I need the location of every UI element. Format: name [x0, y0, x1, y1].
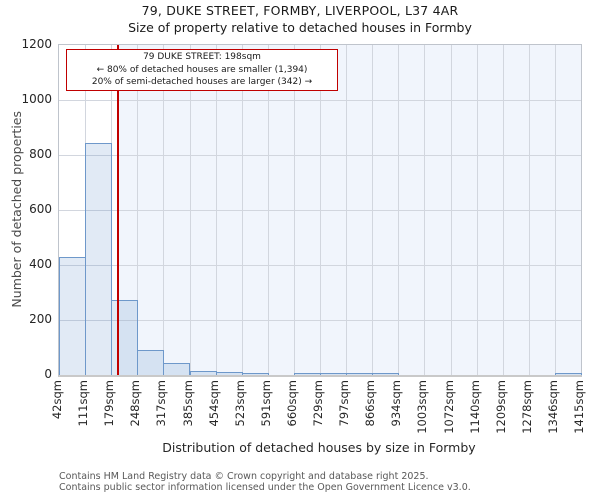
x-tick-label: 111sqm	[76, 380, 91, 427]
histogram-bar	[215, 372, 243, 375]
annotation-line-2: ← 80% of detached houses are smaller (1,…	[96, 64, 308, 75]
histogram-bar	[59, 256, 87, 375]
x-tick-label: 1415sqm	[572, 380, 586, 434]
x-tick-label: 660sqm	[284, 380, 299, 427]
plot-area: 79 DUKE STREET: 198sqm ← 80% of detached…	[58, 44, 582, 377]
annotation-line-1: 79 DUKE STREET: 198sqm	[143, 52, 261, 62]
gridline-vertical	[137, 45, 139, 375]
histogram-bar	[554, 373, 582, 375]
y-tick-label: 1000	[21, 92, 52, 106]
x-tick-label: 1003sqm	[415, 380, 430, 434]
gridline-vertical	[163, 45, 165, 375]
gridline-vertical	[320, 45, 321, 375]
x-tick-label: 1140sqm	[467, 380, 482, 434]
histogram-bar	[189, 371, 217, 375]
gridline-vertical	[215, 45, 217, 375]
x-tick-label: 179sqm	[102, 380, 117, 427]
gridline-vertical	[450, 45, 452, 375]
y-tick-label: 400	[29, 257, 52, 271]
histogram-bar	[346, 373, 374, 375]
histogram-bar	[320, 373, 348, 375]
gridline-vertical	[398, 45, 400, 375]
x-tick-label: 1209sqm	[493, 380, 508, 434]
histogram-bar	[137, 349, 165, 375]
x-tick-label: 934sqm	[389, 380, 404, 427]
histogram-bar	[85, 142, 113, 375]
x-axis-label: Distribution of detached houses by size …	[162, 440, 476, 455]
x-tick-label: 1278sqm	[519, 380, 534, 434]
gridline-vertical	[293, 45, 295, 375]
histogram-bar	[163, 363, 191, 375]
histogram-bar	[111, 300, 139, 375]
chart-subtitle: Size of property relative to detached ho…	[128, 20, 472, 35]
y-tick-label: 800	[29, 147, 52, 161]
x-tick-label: 42sqm	[50, 380, 64, 420]
y-tick-label: 200	[29, 312, 52, 326]
gridline-vertical	[554, 45, 556, 375]
x-tick-label: 729sqm	[311, 380, 325, 427]
x-tick-label: 1072sqm	[441, 380, 456, 434]
page-title: 79, DUKE STREET, FORMBY, LIVERPOOL, L37 …	[141, 3, 459, 18]
gridline-vertical	[502, 45, 504, 375]
annotation-box: 79 DUKE STREET: 198sqm ← 80% of detached…	[66, 49, 338, 91]
x-tick-label: 385sqm	[180, 380, 195, 427]
gridline-vertical	[528, 45, 530, 375]
histogram-bar	[293, 373, 321, 375]
marker-line	[117, 45, 120, 375]
gridline-vertical	[346, 45, 348, 375]
x-tick-label: 454sqm	[206, 380, 221, 427]
x-tick-label: 248sqm	[128, 380, 143, 427]
x-tick-label: 866sqm	[363, 380, 378, 427]
footer-line-2: Contains public sector information licen…	[59, 482, 471, 493]
footer-line-1: Contains HM Land Registry data © Crown c…	[59, 471, 429, 482]
gridline-vertical	[267, 45, 269, 375]
gridline-vertical	[189, 45, 191, 375]
x-tick-label: 1346sqm	[545, 380, 560, 434]
y-tick-label: 1200	[21, 37, 52, 51]
x-tick-label: 317sqm	[154, 380, 169, 427]
x-tick-label: 797sqm	[337, 380, 352, 427]
gridline-vertical	[372, 45, 374, 375]
histogram-bar	[372, 373, 400, 375]
gridline-vertical	[476, 45, 478, 375]
x-tick-label: 591sqm	[258, 380, 273, 427]
histogram-bar	[241, 373, 269, 375]
gridline-vertical	[241, 45, 243, 375]
gridline-vertical	[424, 45, 426, 375]
x-tick-label: 523sqm	[232, 380, 247, 427]
y-tick-label: 600	[29, 202, 52, 216]
annotation-line-3: 20% of semi-detached houses are larger (…	[91, 77, 313, 88]
y-tick-label: 0	[44, 367, 52, 381]
